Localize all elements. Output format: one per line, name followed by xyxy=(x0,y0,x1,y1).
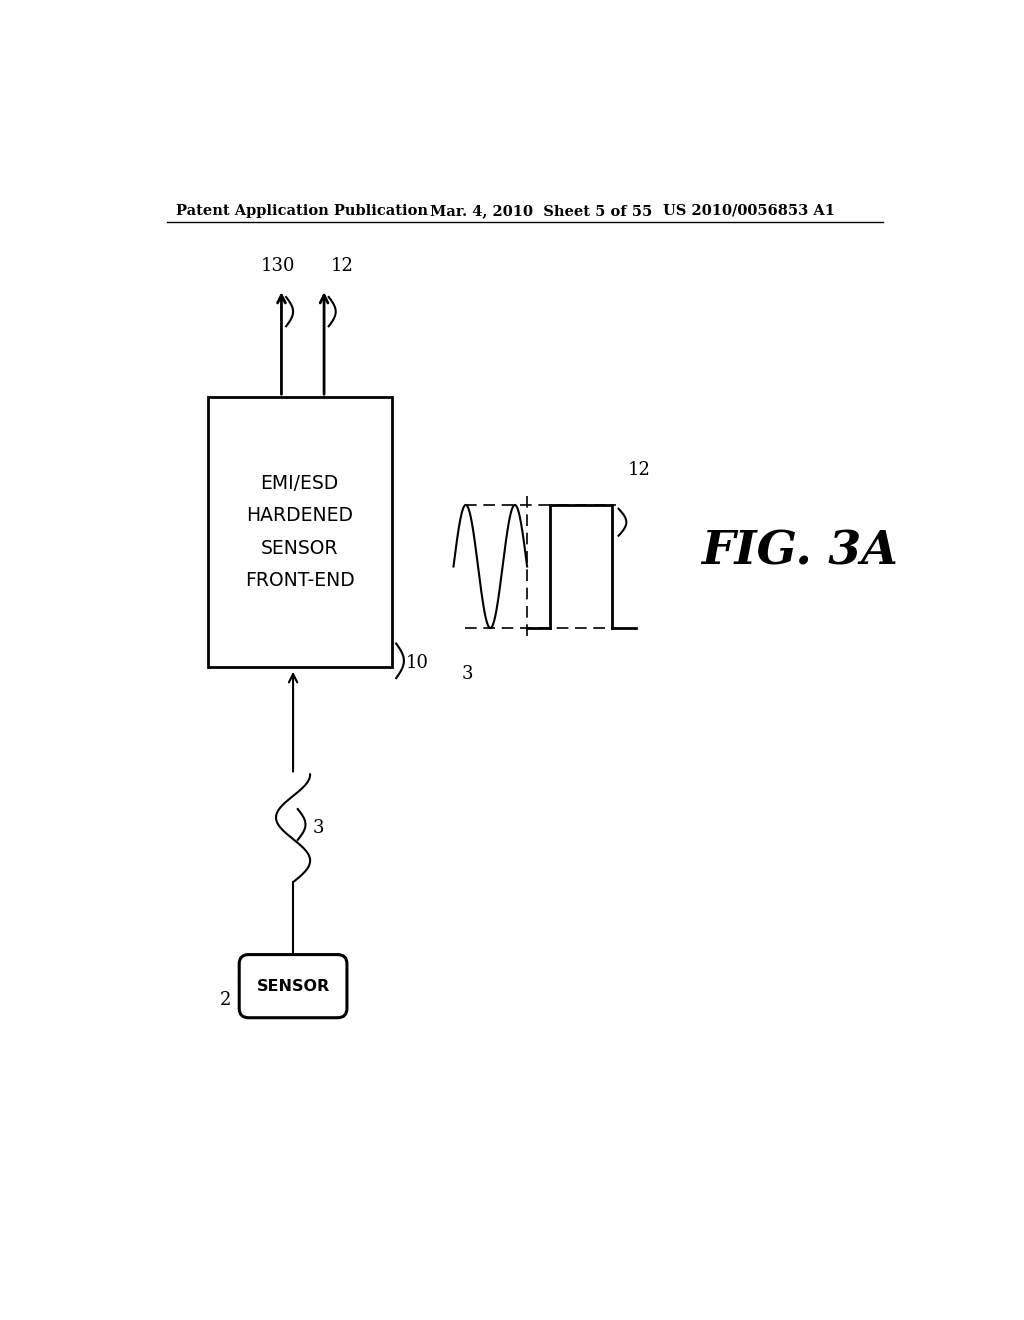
Text: HARDENED: HARDENED xyxy=(246,506,353,525)
Text: SENSOR: SENSOR xyxy=(261,539,338,557)
Text: 12: 12 xyxy=(628,461,650,479)
Text: 12: 12 xyxy=(331,257,353,275)
Text: 2: 2 xyxy=(220,991,231,1008)
FancyBboxPatch shape xyxy=(240,954,347,1018)
Text: 10: 10 xyxy=(406,653,428,672)
Text: SENSOR: SENSOR xyxy=(256,978,330,994)
Text: Mar. 4, 2010  Sheet 5 of 55: Mar. 4, 2010 Sheet 5 of 55 xyxy=(430,203,652,218)
Text: 3: 3 xyxy=(461,665,473,684)
Text: Patent Application Publication: Patent Application Publication xyxy=(176,203,428,218)
Text: US 2010/0056853 A1: US 2010/0056853 A1 xyxy=(663,203,835,218)
Text: FRONT-END: FRONT-END xyxy=(245,570,354,590)
Text: FIG. 3A: FIG. 3A xyxy=(701,528,898,574)
Text: 130: 130 xyxy=(260,257,295,275)
Text: 3: 3 xyxy=(312,820,324,837)
Text: EMI/ESD: EMI/ESD xyxy=(260,474,339,492)
Bar xyxy=(208,397,391,667)
